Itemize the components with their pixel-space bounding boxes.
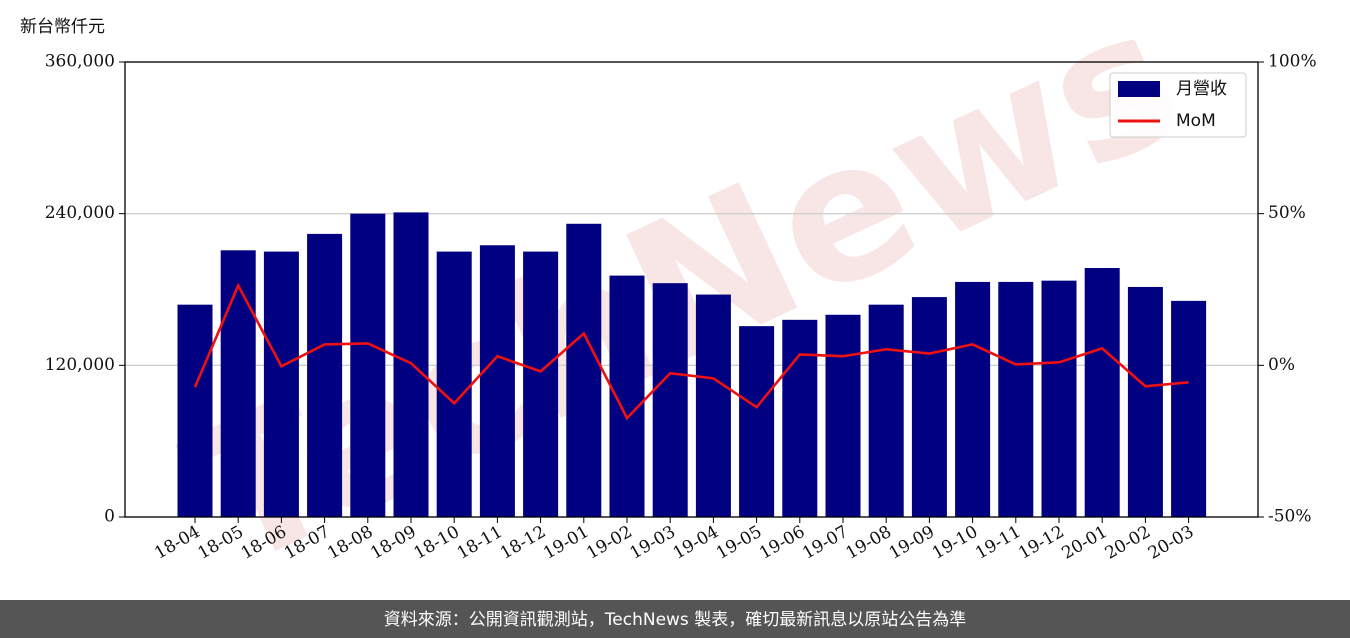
- y2-tick-label: 50%: [1268, 203, 1306, 223]
- x-tick-label: 19-08: [843, 522, 895, 564]
- x-tick-label: 18-11: [454, 522, 506, 564]
- footer-bar: [0, 600, 1350, 638]
- x-tick-label: 19-03: [627, 522, 679, 564]
- y-tick-label: 120,000: [45, 355, 115, 375]
- y-axis-label: 新台幣仟元: [20, 17, 105, 37]
- y2-tick-label: 100%: [1268, 52, 1317, 72]
- legend-swatch: [1118, 81, 1160, 97]
- x-tick-label: 20-03: [1145, 522, 1197, 564]
- bar: [177, 304, 213, 517]
- legend-label: MoM: [1176, 111, 1216, 131]
- bar: [479, 245, 515, 517]
- x-tick-label: 19-12: [1015, 522, 1067, 564]
- y-tick-label: 0: [104, 507, 115, 527]
- x-tick-label: 20-01: [1059, 522, 1111, 564]
- x-tick-label: 19-10: [929, 522, 981, 564]
- x-tick-label: 19-04: [670, 522, 722, 564]
- bar: [782, 319, 818, 517]
- bar: [998, 281, 1034, 517]
- x-tick-label: 20-02: [1102, 522, 1154, 564]
- bar: [1041, 280, 1077, 517]
- y2-tick-label: 0%: [1268, 355, 1295, 375]
- x-tick-label: 19-11: [972, 522, 1024, 564]
- bar: [523, 251, 559, 518]
- y-tick-label: 240,000: [45, 203, 115, 223]
- bar: [566, 223, 602, 517]
- bar: [1171, 300, 1207, 517]
- bar: [307, 233, 343, 517]
- bar: [695, 294, 731, 517]
- line: [193, 282, 1189, 421]
- y2-tick-label: -50%: [1268, 507, 1312, 527]
- legend-label: 月營收: [1176, 79, 1227, 99]
- bar: [1084, 268, 1120, 517]
- bar: [739, 326, 775, 517]
- bar: [1127, 286, 1163, 517]
- source-note: 資料來源：公開資訊觀測站，TechNews 製表，確切最新訊息以原站公告為準: [384, 610, 966, 630]
- x-tick-label: 18-04: [151, 522, 203, 564]
- y-tick-label: 360,000: [45, 52, 115, 72]
- plot-frame: [124, 61, 1259, 518]
- bar: [220, 250, 256, 517]
- x-tick-label: 18-12: [497, 522, 549, 564]
- bar: [350, 213, 386, 517]
- x-tick-label: 19-09: [886, 522, 938, 564]
- bar: [263, 251, 299, 518]
- bar: [911, 297, 947, 517]
- x-tick-label: 19-07: [799, 522, 851, 564]
- bar: [868, 304, 904, 517]
- x-tick-label: 19-01: [540, 522, 592, 564]
- x-tick-label: 19-02: [583, 522, 635, 564]
- x-tick-label: 19-06: [756, 522, 808, 564]
- bar: [825, 314, 861, 517]
- bar: [955, 281, 991, 517]
- bar: [652, 283, 688, 517]
- bar: [436, 251, 472, 518]
- x-tick-label: 19-05: [713, 522, 765, 564]
